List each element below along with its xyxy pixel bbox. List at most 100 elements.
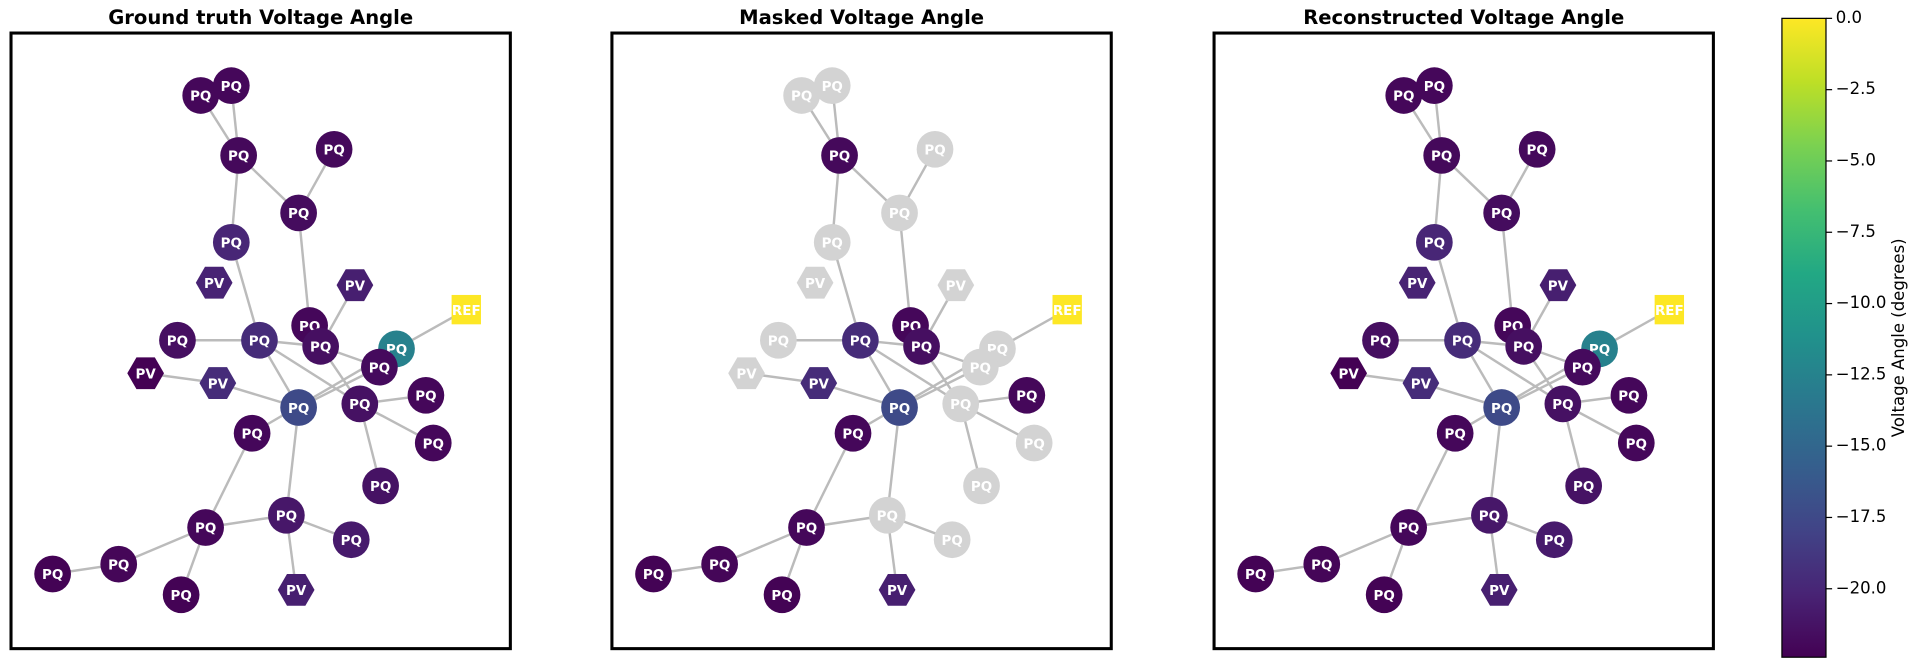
node-label: PQ [877, 509, 898, 524]
node [34, 555, 71, 593]
node-label: PV [1548, 279, 1569, 294]
node [1415, 67, 1453, 105]
node-label: PQ [971, 480, 992, 495]
node [162, 576, 200, 614]
node [159, 321, 196, 359]
node [212, 223, 250, 261]
node [834, 414, 872, 452]
node-label: PQ [1573, 480, 1594, 495]
node-label: PQ [1370, 334, 1391, 349]
node-label: PQ [1513, 341, 1534, 356]
node [100, 545, 138, 583]
node-label: PQ [796, 522, 817, 537]
node [127, 357, 164, 390]
node-label: PV [1489, 584, 1510, 599]
node-label: PQ [1424, 237, 1445, 252]
edge [297, 212, 311, 326]
node [302, 327, 340, 365]
colorbar-tick-label: −2.5 [1836, 79, 1876, 98]
node [1617, 424, 1655, 462]
panel-frame [9, 31, 512, 651]
node [1436, 414, 1474, 452]
node [182, 77, 220, 114]
masked-node [813, 223, 851, 261]
node-label: PQ [228, 150, 249, 165]
node-label: PQ [889, 402, 910, 417]
node [362, 467, 399, 505]
edge [898, 212, 912, 326]
node [336, 269, 374, 302]
node [1535, 521, 1573, 559]
node [361, 348, 398, 386]
node-label: PQ [791, 90, 812, 105]
node [1237, 555, 1275, 593]
node-label: PQ [249, 334, 270, 349]
node-label: PQ [1398, 522, 1419, 537]
node-label: PV [345, 279, 366, 294]
node [1483, 389, 1521, 426]
node [1402, 367, 1440, 399]
node [1444, 321, 1481, 359]
masked-node [868, 496, 906, 534]
node [187, 509, 224, 546]
node-label: PV [736, 367, 757, 382]
node-label: PQ [195, 522, 216, 537]
node [1385, 77, 1423, 114]
node-label: PV [1407, 277, 1428, 292]
node-label: PQ [349, 398, 370, 413]
node-label: PQ [822, 237, 843, 252]
node [241, 321, 278, 359]
node-label: PQ [221, 237, 242, 252]
node-label: PQ [108, 558, 129, 573]
edge [1500, 212, 1514, 326]
node-label: PQ [190, 90, 211, 105]
node-label: PQ [167, 334, 188, 349]
node-label: PV [887, 584, 908, 599]
panel: Ground truth Voltage Angle PQ PQ PQ PQ PQ PQ PV… [9, 6, 512, 651]
node [414, 424, 452, 462]
node-label: PQ [970, 361, 991, 376]
node [1539, 269, 1577, 302]
node-label: PQ [1024, 437, 1045, 452]
node-label: REF [1053, 304, 1082, 319]
node-label: PQ [942, 534, 963, 549]
node-label: PQ [822, 80, 843, 95]
node [878, 573, 916, 606]
node-label: PV [805, 277, 826, 292]
colorbar-label: Voltage Angle (degrees) [1889, 238, 1908, 437]
node [277, 573, 315, 606]
node [1303, 545, 1341, 583]
node-label: PQ [1245, 568, 1266, 583]
node-label: PQ [1552, 398, 1573, 413]
node [701, 545, 738, 583]
node [1610, 376, 1648, 414]
node [1052, 294, 1082, 325]
colorbar-tick-label: −10.0 [1836, 293, 1887, 312]
node-label: PV [135, 367, 156, 382]
node [842, 321, 879, 359]
node [1415, 223, 1453, 261]
panel-frame [610, 31, 1113, 651]
node-label: PQ [42, 568, 63, 583]
node [1544, 385, 1582, 423]
edge [258, 339, 361, 405]
edge [1461, 339, 1564, 405]
node [341, 385, 379, 423]
node-label: PV [204, 277, 225, 292]
masked-node [728, 357, 765, 390]
node-label: PQ [1479, 509, 1500, 524]
node-label: PQ [842, 427, 863, 442]
node-label: PQ [643, 568, 664, 583]
node [1008, 376, 1046, 414]
node-label: PQ [323, 144, 344, 159]
node-label: PQ [1424, 80, 1445, 95]
colorbar-tick-label: −12.5 [1836, 364, 1887, 383]
node [199, 367, 237, 399]
node-label: PQ [709, 558, 730, 573]
node [1564, 348, 1601, 386]
node [1398, 266, 1436, 299]
node-label: PQ [1016, 390, 1037, 405]
node-label: REF [1655, 304, 1684, 319]
node [1423, 137, 1461, 174]
